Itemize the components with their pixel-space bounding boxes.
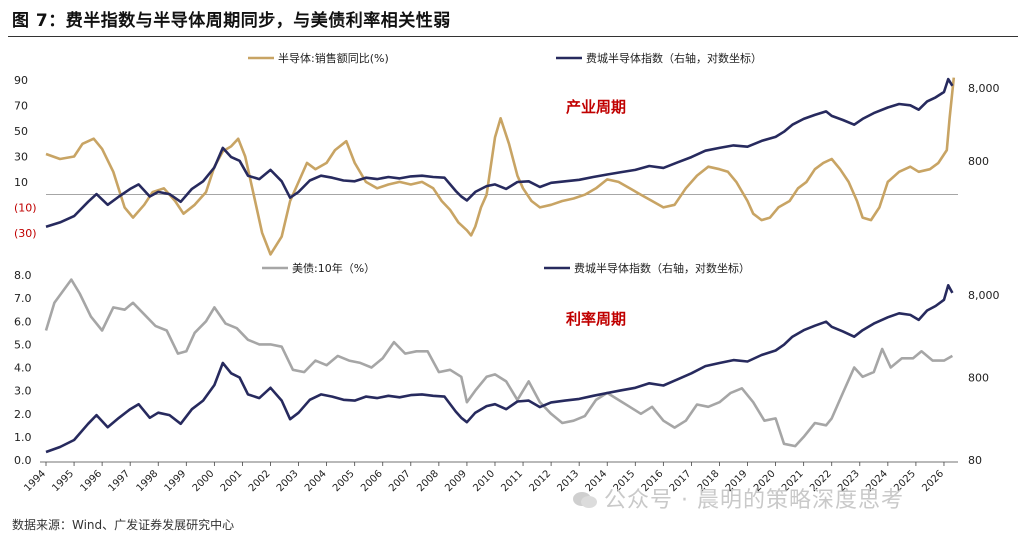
legend-label: 美债:10年（%）: [292, 261, 375, 275]
right-axis-tick-label: 8,000: [968, 289, 1000, 302]
sox-index-line: [45, 283, 954, 454]
x-axis-tick-label: 2003: [275, 468, 301, 494]
x-axis-tick-label: 2004: [303, 468, 329, 494]
sox-index-line: [45, 77, 954, 229]
x-axis-tick-label: 2006: [359, 468, 385, 494]
left-axis-tick-label: (10): [14, 201, 37, 214]
left-axis-tick-label: 30: [14, 151, 28, 164]
x-axis-tick-label: 2011: [499, 468, 525, 494]
left-axis-tick-label: 0.0: [14, 454, 32, 467]
source-note: 数据来源：Wind、广发证券发展研究中心: [12, 518, 235, 532]
right-axis-tick-label: 8,000: [968, 82, 1000, 95]
left-axis-tick-label: 8.0: [14, 269, 32, 282]
title-divider: [8, 36, 1018, 37]
x-axis-tick-label: 1994: [22, 468, 48, 494]
left-axis-tick-label: 90: [14, 74, 28, 87]
figure-title: 图 7：费半指数与半导体周期同步，与美债利率相关性弱: [12, 11, 451, 31]
x-axis-tick-label: 2010: [471, 468, 497, 494]
x-axis-tick-label: 2001: [219, 468, 245, 494]
right-axis-tick-label: 800: [968, 155, 989, 168]
watermark: 公众号 · 晨明的策略深度思考: [572, 482, 904, 514]
x-axis-tick-label: 2008: [415, 468, 441, 494]
watermark-text: 公众号 · 晨明的策略深度思考: [604, 488, 904, 513]
x-axis-tick-label: 1995: [50, 468, 76, 494]
left-axis-tick-label: 6.0: [14, 315, 32, 328]
x-axis-tick-label: 2009: [443, 468, 469, 494]
right-axis-tick-label: 80: [968, 454, 982, 467]
cycle-annotation: 利率周期: [566, 310, 626, 328]
left-axis-tick-label: 50: [14, 125, 28, 138]
x-axis-tick-label: 1996: [78, 468, 104, 494]
x-axis-tick-label: 2026: [920, 468, 946, 494]
wechat-logo-icon: [573, 492, 597, 508]
legend-label: 费城半导体指数（右轴，对数坐标）: [586, 51, 762, 65]
cycle-annotation: 产业周期: [566, 98, 626, 116]
left-axis-tick-label: 10: [14, 176, 28, 189]
left-axis-tick-label: 4.0: [14, 362, 32, 375]
left-axis-tick-label: 70: [14, 100, 28, 113]
left-axis-tick-label: (30): [14, 227, 37, 240]
legend-label: 费城半导体指数（右轴，对数坐标）: [574, 261, 750, 275]
legend-label: 半导体:销售额同比(%): [278, 51, 389, 65]
x-axis-tick-label: 1999: [163, 468, 189, 494]
x-axis-tick-label: 2012: [527, 468, 553, 494]
x-axis-tick-label: 2002: [247, 468, 273, 494]
x-axis-tick-label: 1997: [107, 468, 133, 494]
left-axis-tick-label: 1.0: [14, 431, 32, 444]
left-axis-tick-label: 2.0: [14, 408, 32, 421]
x-axis-tick-label: 1998: [135, 468, 161, 494]
x-axis-tick-label: 2000: [191, 468, 217, 494]
right-axis-tick-label: 800: [968, 372, 989, 385]
left-axis-tick-label: 5.0: [14, 338, 32, 351]
treasury-10y-line: [44, 278, 954, 448]
x-axis-tick-label: 2005: [331, 468, 357, 494]
semi-sales-yoy-line: [45, 77, 956, 256]
left-axis-tick-label: 7.0: [14, 292, 32, 305]
left-axis-tick-label: 3.0: [14, 385, 32, 398]
x-axis-tick-label: 2007: [387, 468, 413, 494]
